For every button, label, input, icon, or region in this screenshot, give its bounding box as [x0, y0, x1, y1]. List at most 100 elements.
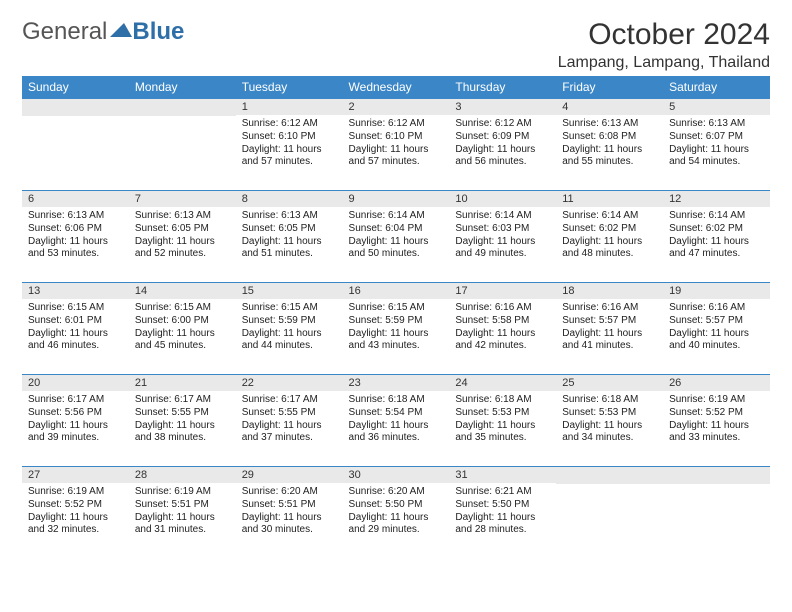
day-details: Sunrise: 6:18 AMSunset: 5:54 PMDaylight:…	[343, 391, 450, 448]
header: General Blue October 2024 Lampang, Lampa…	[22, 18, 770, 76]
empty-band	[22, 99, 129, 116]
day-cell: 28Sunrise: 6:19 AMSunset: 5:51 PMDayligh…	[129, 467, 236, 559]
day-line: and 40 minutes.	[669, 340, 764, 353]
day-number: 16	[343, 283, 450, 299]
day-details: Sunrise: 6:20 AMSunset: 5:50 PMDaylight:…	[343, 483, 450, 540]
day-line: Sunset: 6:10 PM	[349, 131, 444, 144]
day-details: Sunrise: 6:15 AMSunset: 5:59 PMDaylight:…	[236, 299, 343, 356]
day-line: Sunrise: 6:17 AM	[242, 394, 337, 407]
empty-band	[556, 467, 663, 484]
day-number: 24	[449, 375, 556, 391]
day-line: Daylight: 11 hours	[669, 236, 764, 249]
day-line: Sunrise: 6:19 AM	[669, 394, 764, 407]
day-number: 30	[343, 467, 450, 483]
day-details: Sunrise: 6:13 AMSunset: 6:07 PMDaylight:…	[663, 115, 770, 172]
day-cell: 9Sunrise: 6:14 AMSunset: 6:04 PMDaylight…	[343, 191, 450, 283]
day-line: Sunset: 6:08 PM	[562, 131, 657, 144]
day-line: and 56 minutes.	[455, 156, 550, 169]
day-details: Sunrise: 6:14 AMSunset: 6:02 PMDaylight:…	[663, 207, 770, 264]
day-line: Daylight: 11 hours	[242, 236, 337, 249]
day-line: Daylight: 11 hours	[669, 328, 764, 341]
day-header: Friday	[556, 76, 663, 99]
day-line: Sunset: 6:09 PM	[455, 131, 550, 144]
day-line: Daylight: 11 hours	[562, 328, 657, 341]
day-cell: 27Sunrise: 6:19 AMSunset: 5:52 PMDayligh…	[22, 467, 129, 559]
day-line: Daylight: 11 hours	[28, 328, 123, 341]
day-line: and 32 minutes.	[28, 524, 123, 537]
day-line: Daylight: 11 hours	[135, 236, 230, 249]
day-header: Thursday	[449, 76, 556, 99]
day-line: Daylight: 11 hours	[562, 236, 657, 249]
empty-cell	[22, 99, 129, 191]
day-details: Sunrise: 6:13 AMSunset: 6:05 PMDaylight:…	[236, 207, 343, 264]
day-details: Sunrise: 6:19 AMSunset: 5:51 PMDaylight:…	[129, 483, 236, 540]
day-line: Daylight: 11 hours	[242, 328, 337, 341]
day-line: Daylight: 11 hours	[349, 236, 444, 249]
day-header-row: SundayMondayTuesdayWednesdayThursdayFrid…	[22, 76, 770, 99]
day-line: Sunrise: 6:18 AM	[349, 394, 444, 407]
week-row: 27Sunrise: 6:19 AMSunset: 5:52 PMDayligh…	[22, 467, 770, 559]
day-line: Daylight: 11 hours	[349, 328, 444, 341]
day-cell: 31Sunrise: 6:21 AMSunset: 5:50 PMDayligh…	[449, 467, 556, 559]
logo-word2: Blue	[132, 18, 184, 46]
day-line: Sunrise: 6:12 AM	[455, 118, 550, 131]
day-line: Sunset: 5:55 PM	[135, 407, 230, 420]
day-number: 10	[449, 191, 556, 207]
day-cell: 25Sunrise: 6:18 AMSunset: 5:53 PMDayligh…	[556, 375, 663, 467]
day-number: 17	[449, 283, 556, 299]
day-line: Sunrise: 6:13 AM	[242, 210, 337, 223]
day-line: Daylight: 11 hours	[135, 512, 230, 525]
day-line: Sunrise: 6:21 AM	[455, 486, 550, 499]
day-number: 3	[449, 99, 556, 115]
day-line: and 33 minutes.	[669, 432, 764, 445]
day-line: and 39 minutes.	[28, 432, 123, 445]
day-line: Daylight: 11 hours	[455, 144, 550, 157]
day-line: Sunset: 5:51 PM	[135, 499, 230, 512]
day-line: Sunrise: 6:14 AM	[562, 210, 657, 223]
day-number: 22	[236, 375, 343, 391]
day-line: Daylight: 11 hours	[455, 420, 550, 433]
day-cell: 1Sunrise: 6:12 AMSunset: 6:10 PMDaylight…	[236, 99, 343, 191]
day-line: Sunrise: 6:16 AM	[455, 302, 550, 315]
day-details: Sunrise: 6:12 AMSunset: 6:09 PMDaylight:…	[449, 115, 556, 172]
day-line: Daylight: 11 hours	[135, 328, 230, 341]
day-line: Daylight: 11 hours	[28, 236, 123, 249]
day-cell: 12Sunrise: 6:14 AMSunset: 6:02 PMDayligh…	[663, 191, 770, 283]
logo: General Blue	[22, 18, 184, 46]
day-line: Daylight: 11 hours	[455, 236, 550, 249]
day-details: Sunrise: 6:12 AMSunset: 6:10 PMDaylight:…	[343, 115, 450, 172]
day-line: and 37 minutes.	[242, 432, 337, 445]
day-line: and 48 minutes.	[562, 248, 657, 261]
day-number: 11	[556, 191, 663, 207]
day-number: 2	[343, 99, 450, 115]
week-row: 1Sunrise: 6:12 AMSunset: 6:10 PMDaylight…	[22, 99, 770, 191]
day-line: Daylight: 11 hours	[242, 420, 337, 433]
day-line: Daylight: 11 hours	[562, 420, 657, 433]
day-cell: 22Sunrise: 6:17 AMSunset: 5:55 PMDayligh…	[236, 375, 343, 467]
day-line: Daylight: 11 hours	[242, 144, 337, 157]
day-line: and 36 minutes.	[349, 432, 444, 445]
day-line: Sunset: 5:51 PM	[242, 499, 337, 512]
day-cell: 13Sunrise: 6:15 AMSunset: 6:01 PMDayligh…	[22, 283, 129, 375]
day-line: Sunrise: 6:17 AM	[135, 394, 230, 407]
day-line: Sunset: 5:54 PM	[349, 407, 444, 420]
day-line: and 50 minutes.	[349, 248, 444, 261]
day-line: and 51 minutes.	[242, 248, 337, 261]
day-line: Sunset: 6:05 PM	[242, 223, 337, 236]
day-line: Sunset: 6:06 PM	[28, 223, 123, 236]
day-line: and 43 minutes.	[349, 340, 444, 353]
day-line: Sunset: 5:57 PM	[669, 315, 764, 328]
day-line: Sunrise: 6:15 AM	[135, 302, 230, 315]
day-details: Sunrise: 6:15 AMSunset: 6:01 PMDaylight:…	[22, 299, 129, 356]
week-row: 20Sunrise: 6:17 AMSunset: 5:56 PMDayligh…	[22, 375, 770, 467]
day-cell: 11Sunrise: 6:14 AMSunset: 6:02 PMDayligh…	[556, 191, 663, 283]
day-number: 28	[129, 467, 236, 483]
day-line: Sunrise: 6:20 AM	[242, 486, 337, 499]
day-number: 5	[663, 99, 770, 115]
day-details: Sunrise: 6:13 AMSunset: 6:06 PMDaylight:…	[22, 207, 129, 264]
empty-cell	[663, 467, 770, 559]
day-cell: 10Sunrise: 6:14 AMSunset: 6:03 PMDayligh…	[449, 191, 556, 283]
day-line: and 47 minutes.	[669, 248, 764, 261]
day-line: and 46 minutes.	[28, 340, 123, 353]
day-cell: 29Sunrise: 6:20 AMSunset: 5:51 PMDayligh…	[236, 467, 343, 559]
